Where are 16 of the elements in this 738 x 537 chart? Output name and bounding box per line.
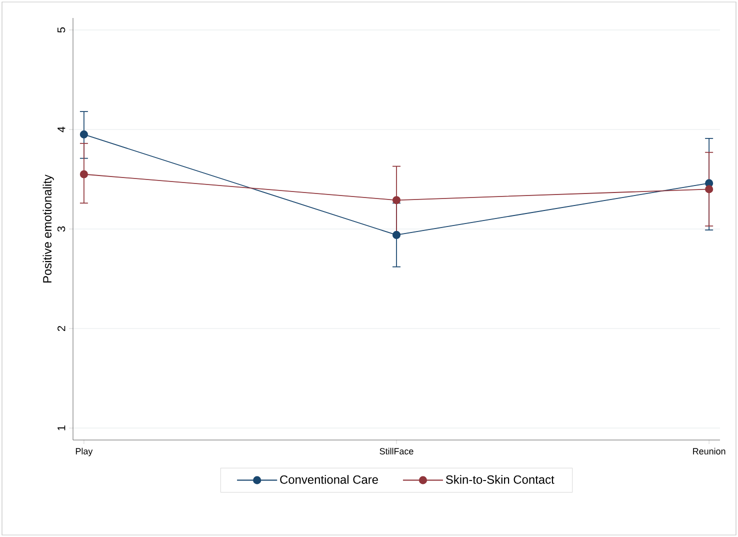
point bbox=[80, 130, 88, 138]
x-tick-label: StillFace bbox=[380, 448, 414, 454]
point bbox=[80, 170, 88, 178]
point bbox=[705, 185, 714, 194]
y-axis-title: Positive emotionality bbox=[42, 174, 54, 283]
legend-label: Conventional Care bbox=[280, 475, 378, 484]
y-tick-label: 2 bbox=[58, 326, 66, 332]
y-tick-label: 1 bbox=[58, 426, 66, 430]
x-tick-label: Play bbox=[76, 448, 93, 456]
legend-label: Skin-to-Skin Contact bbox=[446, 475, 554, 484]
x-tick-label: Reunion bbox=[693, 448, 726, 454]
y-tick-label: 3 bbox=[57, 226, 66, 232]
y-tick-label: 4 bbox=[58, 126, 66, 132]
y-tick-label: 5 bbox=[58, 27, 66, 33]
point bbox=[392, 196, 401, 204]
point bbox=[392, 230, 401, 240]
